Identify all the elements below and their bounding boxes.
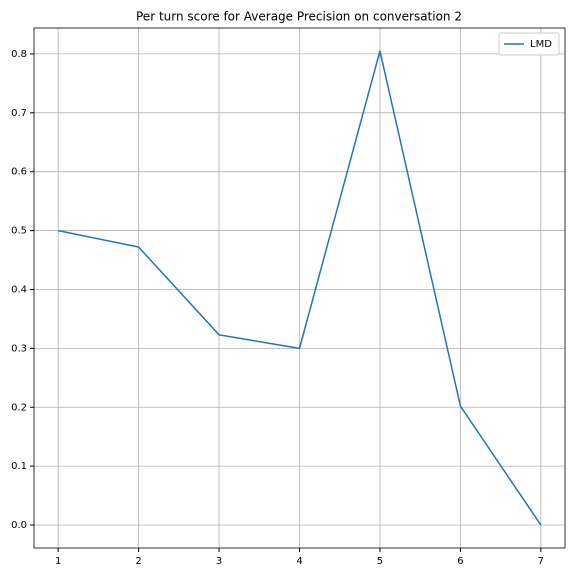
legend-label: LMD — [530, 39, 552, 50]
y-tick-label: 0.7 — [11, 108, 27, 119]
y-tick-label: 0.2 — [11, 402, 27, 413]
y-tick-label: 0.3 — [11, 343, 27, 354]
y-tick-label: 0.4 — [11, 284, 27, 295]
y-tick-label: 0.1 — [11, 461, 27, 472]
x-tick-label: 6 — [457, 556, 463, 567]
x-tick-label: 4 — [296, 556, 302, 567]
x-tick-label: 5 — [377, 556, 383, 567]
chart-title: Per turn score for Average Precision on … — [136, 10, 462, 24]
x-tick-label: 1 — [55, 556, 61, 567]
y-tick-label: 0.8 — [11, 49, 27, 60]
y-tick-label: 0.6 — [11, 167, 27, 178]
y-tick-label: 0.5 — [11, 226, 27, 237]
y-tick-label: 0.0 — [11, 520, 27, 531]
legend-box — [498, 32, 560, 56]
plot-frame — [33, 27, 566, 549]
line-series — [57, 50, 542, 526]
x-tick-label: 7 — [538, 556, 544, 567]
x-tick-label: 2 — [135, 556, 141, 567]
x-tick-label: 3 — [216, 556, 222, 567]
